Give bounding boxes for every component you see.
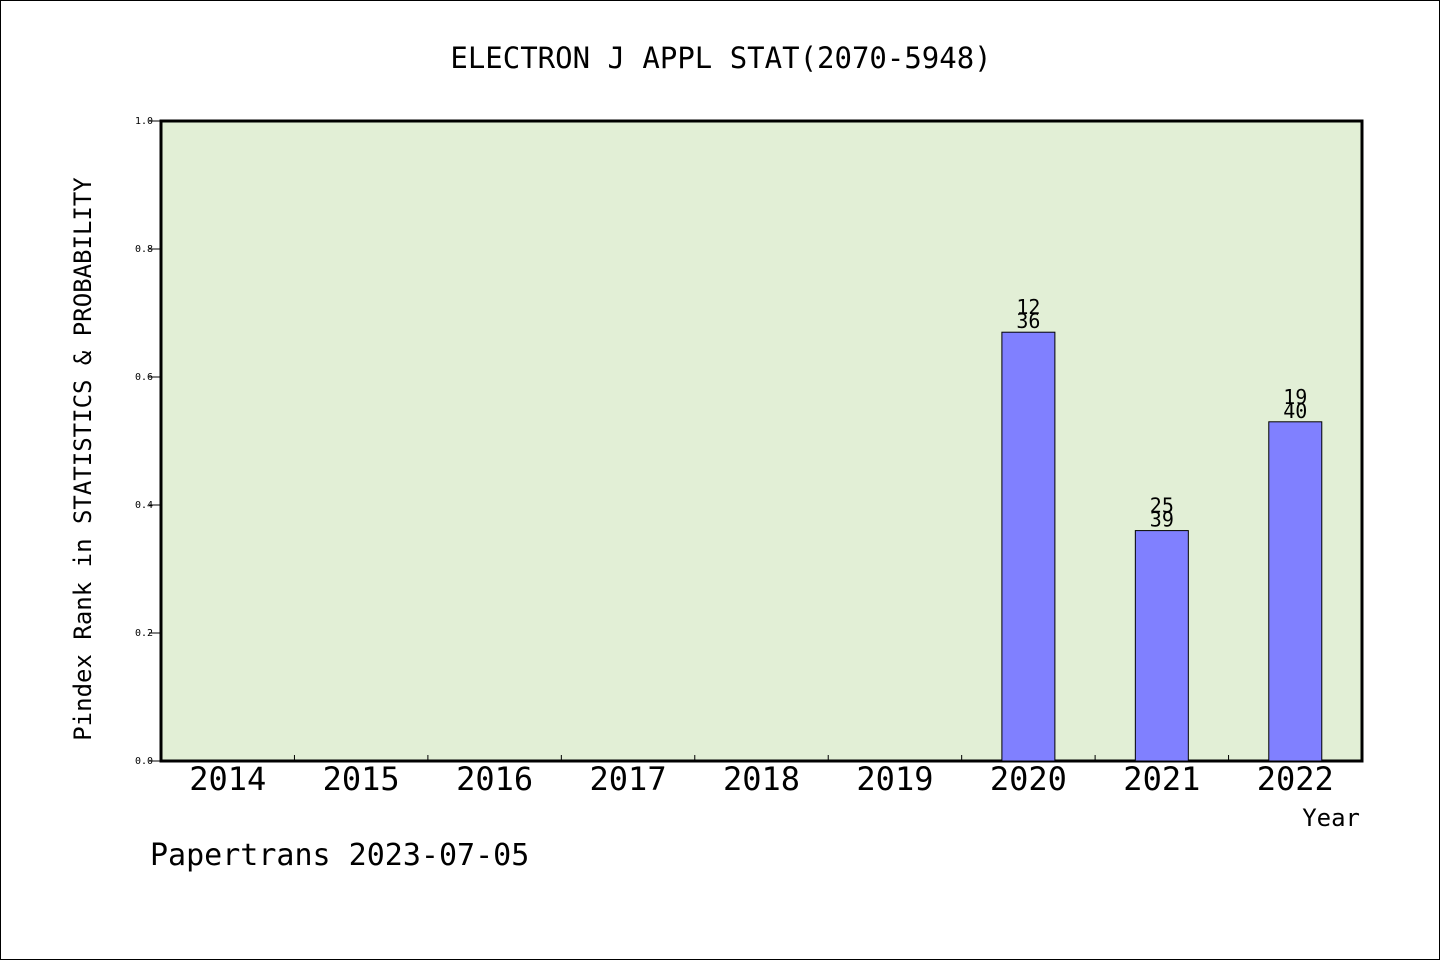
x-tick-label: 2016	[456, 760, 533, 798]
y-tick-label: 0.0	[135, 756, 153, 767]
bar-rank-label: 19	[1283, 385, 1307, 409]
bar	[1134, 530, 1189, 762]
x-tick-label: 2017	[590, 760, 667, 798]
y-tick-label: 0.8	[135, 244, 153, 255]
bar-total-label: 40	[1283, 399, 1307, 423]
chart-title: ELECTRON J APPL STAT(2070-5948)	[450, 41, 991, 75]
bar-rank-label: 25	[1150, 494, 1174, 518]
x-tick-label: 2014	[189, 760, 266, 798]
bar	[1268, 421, 1323, 762]
x-axis-label: Year	[1302, 804, 1360, 832]
y-tick-label: 1.0	[135, 116, 153, 127]
bar-total-label: 39	[1150, 508, 1174, 532]
y-axis-label: Pindex Rank in STATISTICS & PROBABILITY	[69, 177, 97, 741]
y-tick-label: 0.4	[135, 500, 153, 511]
x-tick-label: 2018	[723, 760, 800, 798]
x-tick-label: 2020	[990, 760, 1067, 798]
x-tick-label: 2022	[1257, 760, 1334, 798]
bar	[1001, 331, 1056, 762]
x-tick-label: 2021	[1123, 760, 1200, 798]
y-tick-label: 0.6	[135, 372, 153, 383]
bar-rank-label: 12	[1016, 295, 1040, 319]
y-axis: 0.0 0.2 0.4 0.6 0.8 1.0	[135, 116, 161, 767]
x-tick-label: 2019	[856, 760, 933, 798]
x-axis: 2014 2015 2016 2017 2018 2019 2020 2021 2022	[189, 755, 1334, 798]
footer-text: Papertrans 2023-07-05	[150, 838, 529, 873]
x-tick-label: 2015	[323, 760, 400, 798]
bar-total-label: 36	[1016, 309, 1040, 333]
y-tick-label: 0.2	[135, 628, 153, 639]
